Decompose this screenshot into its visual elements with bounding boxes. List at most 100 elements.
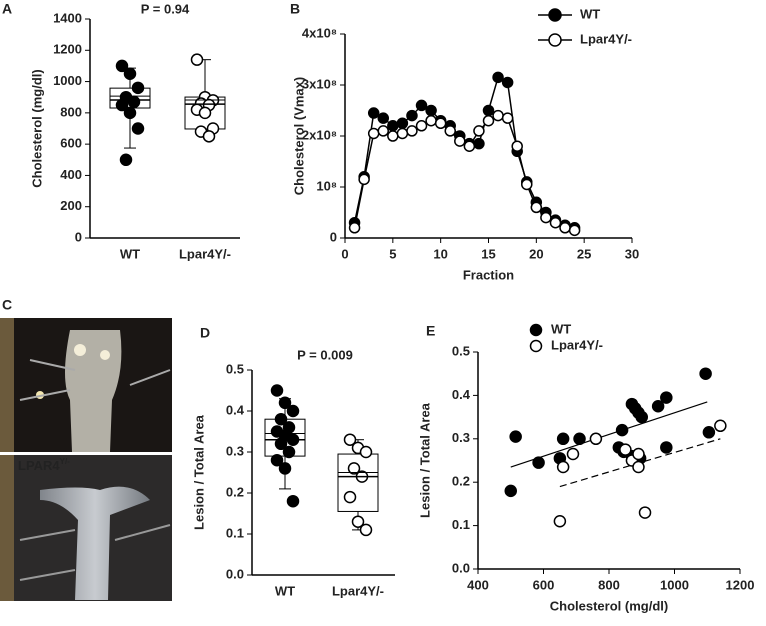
marker — [615, 423, 629, 437]
y-tick-label: 600 — [60, 136, 82, 151]
marker — [556, 460, 570, 474]
legend-marker — [548, 8, 562, 22]
y-tick-label: 1000 — [53, 73, 82, 88]
y-tick-label: 0.5 — [452, 343, 470, 358]
marker — [278, 396, 292, 410]
x-tick-label: Lpar4Y/- — [179, 246, 231, 261]
marker — [270, 384, 284, 397]
panel-label: D — [200, 325, 210, 341]
y-axis-label: Cholesterol (Vmax) — [291, 77, 306, 195]
marker — [286, 494, 300, 508]
marker — [202, 130, 216, 143]
marker — [501, 112, 514, 124]
marker — [702, 426, 716, 439]
y-axis-label: Lesion / Total Area — [191, 414, 206, 530]
marker — [387, 130, 399, 142]
marker — [632, 460, 645, 474]
marker — [359, 523, 373, 537]
legend-label: WT — [580, 6, 600, 21]
marker — [638, 506, 652, 519]
marker — [501, 76, 514, 89]
y-tick-label: 0.5 — [226, 361, 244, 376]
marker — [556, 432, 570, 446]
marker — [553, 515, 567, 528]
marker — [396, 127, 409, 140]
y-tick-label: 0.3 — [452, 430, 470, 445]
marker — [699, 367, 712, 380]
legend-label: Lpar4Y/- — [580, 31, 632, 46]
marker — [274, 437, 288, 451]
x-axis-label: Cholesterol (mg/dl) — [550, 598, 668, 613]
y-tick-label: 0.4 — [226, 402, 245, 417]
marker — [127, 95, 141, 109]
marker — [511, 140, 523, 152]
marker — [278, 462, 292, 475]
marker — [454, 135, 466, 147]
y-tick-label: 0.1 — [226, 525, 244, 540]
marker — [482, 104, 495, 117]
x-tick-label: WT — [275, 583, 295, 598]
marker — [540, 211, 552, 224]
y-tick-label: 400 — [60, 167, 82, 182]
marker — [274, 412, 288, 426]
y-tick-label: 0.0 — [452, 560, 470, 575]
marker — [509, 430, 522, 443]
marker — [492, 71, 504, 84]
y-axis-label: Lesion / Total Area — [417, 402, 432, 518]
marker — [504, 484, 517, 498]
legend-marker — [529, 339, 543, 353]
marker — [343, 490, 357, 504]
y-tick-label: 0.1 — [452, 517, 470, 532]
marker — [463, 140, 476, 152]
x-tick-label: 10 — [433, 246, 447, 261]
y-tick-label: 4x10⁸ — [302, 25, 337, 40]
marker — [492, 109, 504, 122]
marker — [377, 112, 390, 124]
x-tick-label: 0 — [341, 246, 348, 261]
x-tick-label: 25 — [577, 246, 591, 261]
marker — [425, 114, 437, 127]
panel-label: E — [426, 323, 435, 339]
x-tick-label: Lpar4Y/- — [332, 583, 384, 598]
marker — [482, 114, 495, 127]
marker — [434, 117, 447, 129]
legend-marker — [548, 33, 562, 47]
x-axis-label: Fraction — [463, 267, 514, 282]
y-axis-label: Cholesterol (mg/dl) — [29, 69, 44, 187]
x-tick-label: 5 — [389, 246, 396, 261]
marker — [619, 443, 632, 456]
marker — [714, 419, 727, 433]
x-tick-label: 600 — [533, 577, 555, 592]
marker — [359, 445, 373, 459]
marker — [415, 120, 428, 132]
marker — [549, 216, 562, 229]
marker — [532, 456, 545, 469]
y-tick-label: 0.0 — [226, 566, 244, 581]
y-tick-label: 0.2 — [452, 474, 470, 489]
marker — [123, 67, 137, 80]
x-tick-label: 400 — [467, 577, 489, 592]
y-tick-label: 0 — [75, 229, 82, 244]
marker — [568, 224, 581, 237]
marker — [635, 410, 648, 424]
marker — [651, 400, 665, 413]
x-tick-label: 15 — [481, 246, 495, 261]
marker — [387, 120, 399, 132]
marker — [444, 125, 456, 137]
marker — [343, 433, 357, 446]
marker — [660, 441, 673, 454]
y-tick-label: 0.3 — [226, 443, 244, 458]
marker — [377, 125, 390, 137]
marker — [131, 122, 145, 135]
marker — [347, 462, 361, 475]
marker — [406, 125, 418, 137]
marker — [367, 127, 380, 140]
x-tick-label: 30 — [625, 246, 639, 261]
x-tick-label: 1200 — [726, 577, 755, 592]
trend-line — [510, 401, 708, 468]
marker — [358, 173, 370, 186]
marker — [119, 153, 133, 167]
y-tick-label: 10⁸ — [316, 178, 337, 193]
marker — [559, 222, 571, 234]
panel-label: A — [2, 1, 12, 17]
